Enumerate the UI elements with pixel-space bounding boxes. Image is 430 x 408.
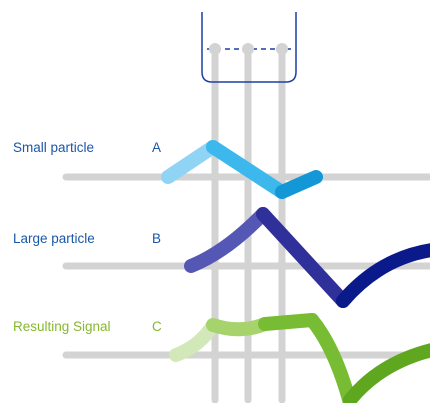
signal-b-segment-1 xyxy=(184,207,270,273)
row-c-name: Resulting Signal xyxy=(13,319,111,334)
signal-a-segment-2 xyxy=(206,140,289,199)
detector-node-3 xyxy=(276,43,288,55)
detector-bracket xyxy=(201,12,297,83)
signal-c-segment-3 xyxy=(258,313,319,331)
detector-node-1 xyxy=(209,43,221,55)
signal-c-segment-2 xyxy=(206,317,272,337)
signal-b xyxy=(184,207,430,308)
signal-b-segment-2 xyxy=(256,207,350,308)
row-c-letter: C xyxy=(152,319,162,334)
row-b-letter: B xyxy=(152,231,162,246)
signal-a-segment-1 xyxy=(161,140,220,184)
detector-node-2 xyxy=(242,43,254,55)
signal-a xyxy=(161,140,323,199)
detector-outline xyxy=(201,12,297,83)
signal-c-segment-1 xyxy=(169,318,220,362)
row-a-name: Small particle xyxy=(13,140,95,155)
signal-b-segment-3 xyxy=(336,243,430,308)
signal-c-segment-5 xyxy=(343,343,430,407)
signal-c-segment-4 xyxy=(305,313,357,408)
signal-c xyxy=(169,313,430,408)
row-b-name: Large particle xyxy=(13,231,95,246)
signal-a-segment-3 xyxy=(275,170,323,199)
row-a-letter: A xyxy=(152,140,162,155)
